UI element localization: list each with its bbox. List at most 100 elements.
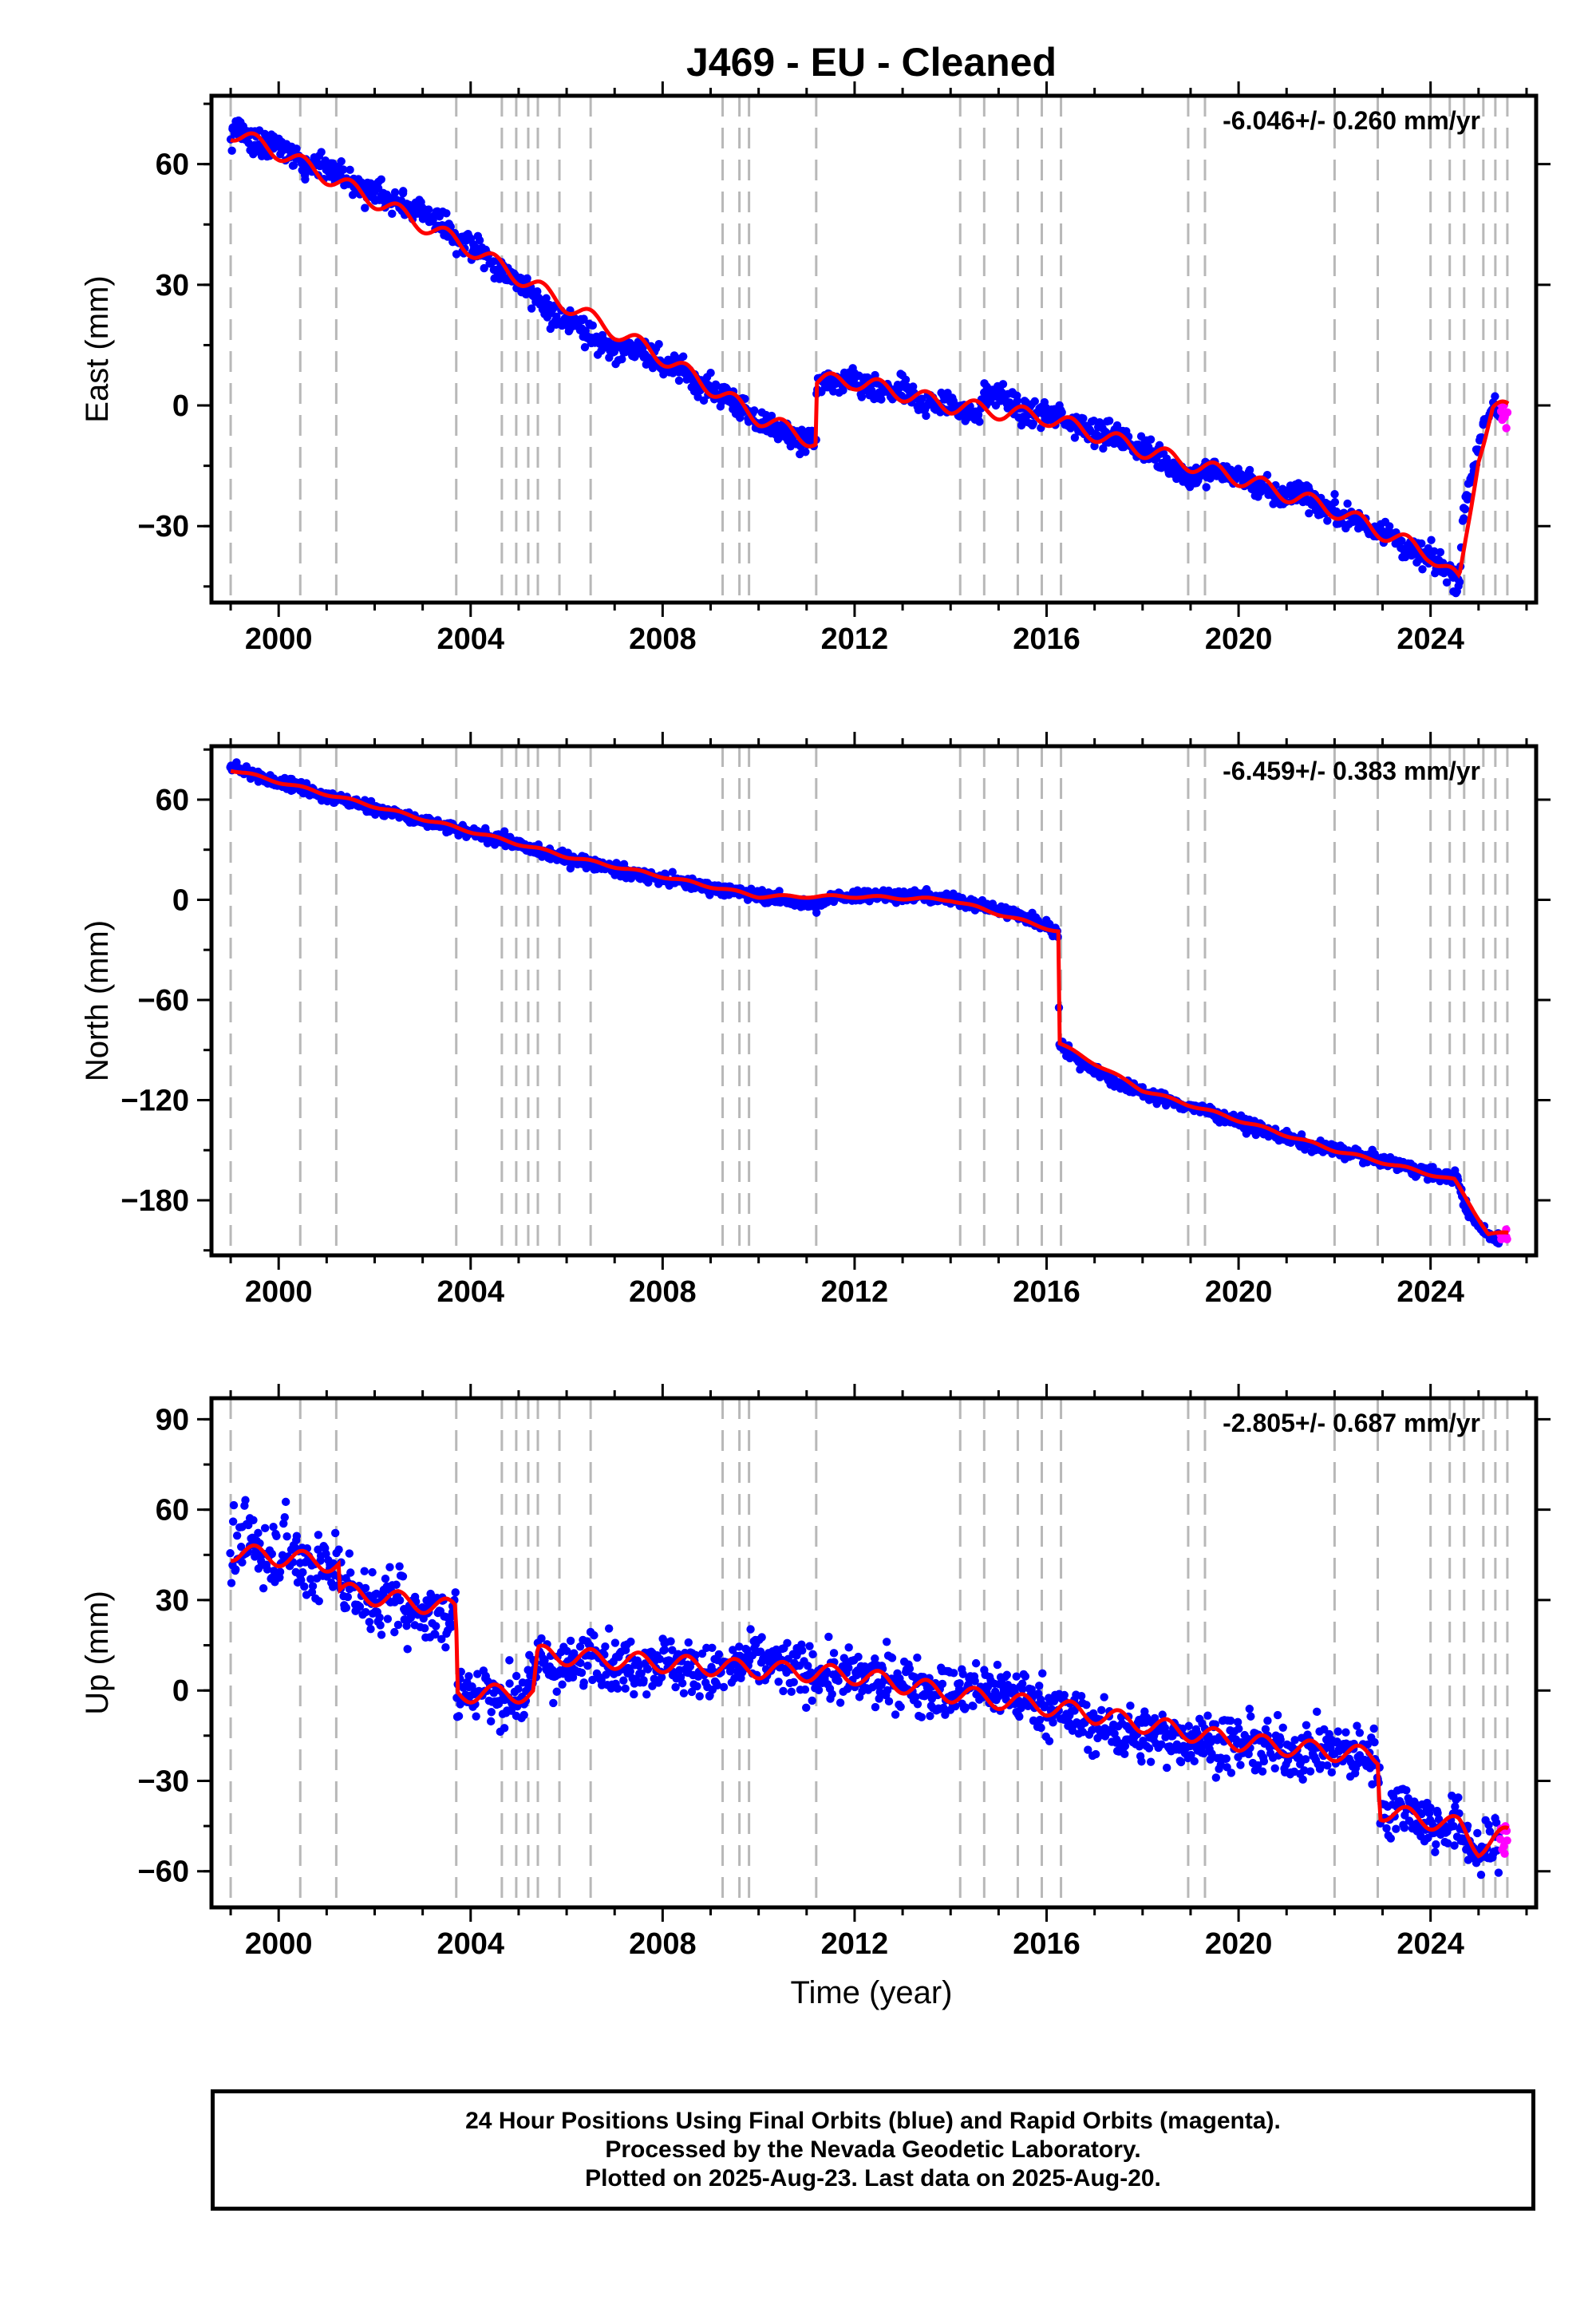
final-orbit-point xyxy=(334,1545,343,1554)
final-orbit-point xyxy=(774,1678,783,1686)
x-tick-label: 2016 xyxy=(1013,622,1080,656)
y-tick-label: 0 xyxy=(172,1674,189,1708)
final-orbit-point xyxy=(361,204,369,212)
final-orbit-point xyxy=(1035,1715,1045,1725)
footer-line-1: 24 Hour Positions Using Final Orbits (bl… xyxy=(465,2108,1281,2134)
final-orbit-point xyxy=(365,1618,374,1626)
final-orbit-point xyxy=(1454,1793,1463,1802)
final-orbit-point xyxy=(922,411,930,421)
final-orbit-point xyxy=(361,1607,370,1617)
final-orbit-point xyxy=(451,1588,460,1597)
final-orbit-point xyxy=(601,1642,610,1651)
final-orbit-point xyxy=(1276,1735,1285,1745)
final-orbit-point xyxy=(610,1638,620,1647)
final-orbit-point xyxy=(1254,1761,1262,1770)
final-orbit-point xyxy=(1013,397,1022,405)
final-orbit-point xyxy=(1060,1690,1069,1700)
final-orbit-point xyxy=(226,1549,235,1558)
final-orbit-point xyxy=(697,1649,707,1658)
final-orbit-point xyxy=(372,1589,381,1599)
final-orbit-point xyxy=(1430,547,1439,556)
final-orbit-point xyxy=(540,1656,549,1665)
final-orbit-point xyxy=(475,235,484,245)
final-orbit-point xyxy=(390,188,400,197)
final-orbit-point xyxy=(1104,417,1114,425)
final-orbit-point xyxy=(1442,578,1452,587)
final-orbit-point xyxy=(487,1708,496,1717)
final-orbit-point xyxy=(871,1654,879,1663)
final-orbit-point xyxy=(339,165,348,174)
final-orbit-point xyxy=(1038,1669,1047,1678)
x-tick-label: 2024 xyxy=(1396,1927,1464,1961)
y-tick-label: 90 xyxy=(156,1403,189,1437)
final-orbit-point xyxy=(875,1694,883,1703)
final-orbit-point xyxy=(619,1676,628,1685)
final-orbit-point xyxy=(687,1687,697,1697)
x-tick-label: 2012 xyxy=(821,622,889,656)
final-orbit-point xyxy=(1330,497,1340,507)
final-orbit-point xyxy=(238,1558,247,1567)
final-orbit-point xyxy=(432,1622,440,1630)
final-orbit-point xyxy=(779,1686,788,1696)
final-orbit-point xyxy=(1382,1824,1391,1833)
final-orbit-point xyxy=(789,1678,798,1687)
final-orbit-point xyxy=(580,342,590,352)
final-orbit-point xyxy=(322,1549,330,1559)
scatter-points-up xyxy=(226,1496,1511,1879)
final-orbit-point xyxy=(1012,1672,1021,1681)
final-orbit-point xyxy=(1223,1763,1231,1772)
final-orbit-point xyxy=(1146,1757,1156,1766)
y-axis-label-north: North (mm) xyxy=(80,920,115,1081)
y-tick-label: 60 xyxy=(156,1494,189,1528)
final-orbit-point xyxy=(330,1528,340,1538)
final-orbit-point xyxy=(685,1662,695,1671)
final-orbit-point xyxy=(800,1685,810,1694)
final-orbit-point xyxy=(464,1672,473,1681)
final-orbit-point xyxy=(1386,1834,1396,1843)
x-tick-label: 2000 xyxy=(245,622,313,656)
final-orbit-point xyxy=(713,1681,722,1690)
final-orbit-point xyxy=(671,1682,680,1692)
final-orbit-point xyxy=(1460,504,1470,514)
final-orbit-point xyxy=(1100,1693,1108,1701)
final-orbit-point xyxy=(654,340,663,349)
final-orbit-point xyxy=(308,1582,318,1591)
rate-label-east: -6.046+/- 0.260 mm/yr xyxy=(1223,106,1480,135)
final-orbit-point xyxy=(392,1580,401,1589)
final-orbit-point xyxy=(279,1519,288,1528)
x-tick-label: 2016 xyxy=(1013,1275,1080,1309)
final-orbit-point xyxy=(1301,1755,1310,1764)
final-orbit-point xyxy=(1417,539,1426,548)
final-orbit-point xyxy=(437,1634,446,1644)
final-orbit-point xyxy=(679,352,688,361)
final-orbit-point xyxy=(719,1682,729,1692)
final-orbit-point xyxy=(756,1647,765,1656)
final-orbit-point xyxy=(1263,1716,1272,1725)
final-orbit-point xyxy=(263,1565,272,1574)
final-orbit-point xyxy=(527,304,536,313)
final-orbit-point xyxy=(259,1583,268,1593)
final-orbit-point xyxy=(505,1656,514,1665)
final-orbit-point xyxy=(828,1690,836,1698)
final-orbit-point xyxy=(523,274,531,283)
final-orbit-point xyxy=(1018,1685,1027,1694)
final-orbit-point xyxy=(783,1638,792,1648)
final-orbit-point xyxy=(1037,1723,1045,1733)
final-orbit-point xyxy=(1353,1721,1361,1730)
final-orbit-point xyxy=(583,1662,592,1670)
final-orbit-point xyxy=(950,1669,958,1678)
final-orbit-point xyxy=(343,1592,353,1602)
final-orbit-point xyxy=(1333,1727,1342,1736)
final-orbit-point xyxy=(1355,1729,1365,1737)
final-orbit-point xyxy=(1491,392,1499,401)
final-orbit-point xyxy=(241,1496,250,1504)
final-orbit-point xyxy=(1082,1701,1091,1709)
final-orbit-point xyxy=(1144,1744,1154,1753)
final-orbit-point xyxy=(660,1646,670,1654)
y-tick-label: 0 xyxy=(172,389,189,423)
final-orbit-point xyxy=(588,321,597,330)
final-orbit-point xyxy=(388,209,397,219)
final-orbit-point xyxy=(337,157,346,166)
final-orbit-point xyxy=(1370,1737,1379,1747)
final-orbit-point xyxy=(366,1624,375,1634)
